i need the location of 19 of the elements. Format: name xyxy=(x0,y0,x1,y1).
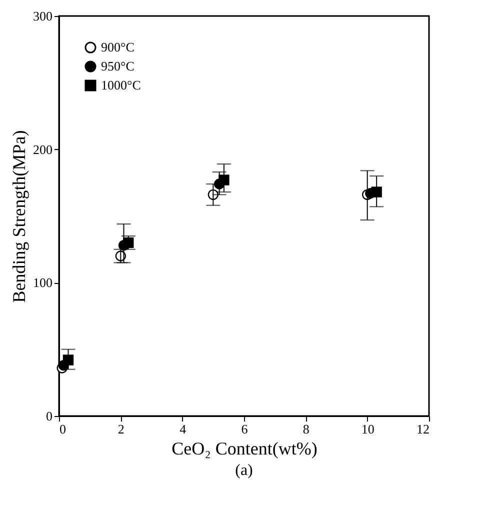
point xyxy=(371,186,382,198)
x-tick-label: 6 xyxy=(241,422,248,436)
legend-label: 900°C xyxy=(101,40,134,54)
y-tick-label: 300 xyxy=(33,8,52,24)
y-tick-label: 0 xyxy=(46,408,52,424)
x-tick-label: 12 xyxy=(416,422,430,436)
x-axis-title: CeO₂ Content(wt%) xyxy=(172,438,318,458)
y-tick-label: 200 xyxy=(33,142,52,157)
legend-label: 1000°C xyxy=(101,78,141,92)
x-tick-label: 2 xyxy=(118,422,124,436)
legend-label: 950°C xyxy=(101,58,134,74)
y-tick-label: 100 xyxy=(33,275,52,290)
y-axis-title: Bending Strength(MPa) xyxy=(9,130,29,303)
text: (a) xyxy=(235,462,253,479)
point xyxy=(62,354,74,366)
x-tick-label: 4 xyxy=(180,422,187,436)
x-tick-label: 0 xyxy=(60,422,66,436)
x-tick-label: 8 xyxy=(302,422,310,436)
x-tick-label: 10 xyxy=(361,422,374,436)
